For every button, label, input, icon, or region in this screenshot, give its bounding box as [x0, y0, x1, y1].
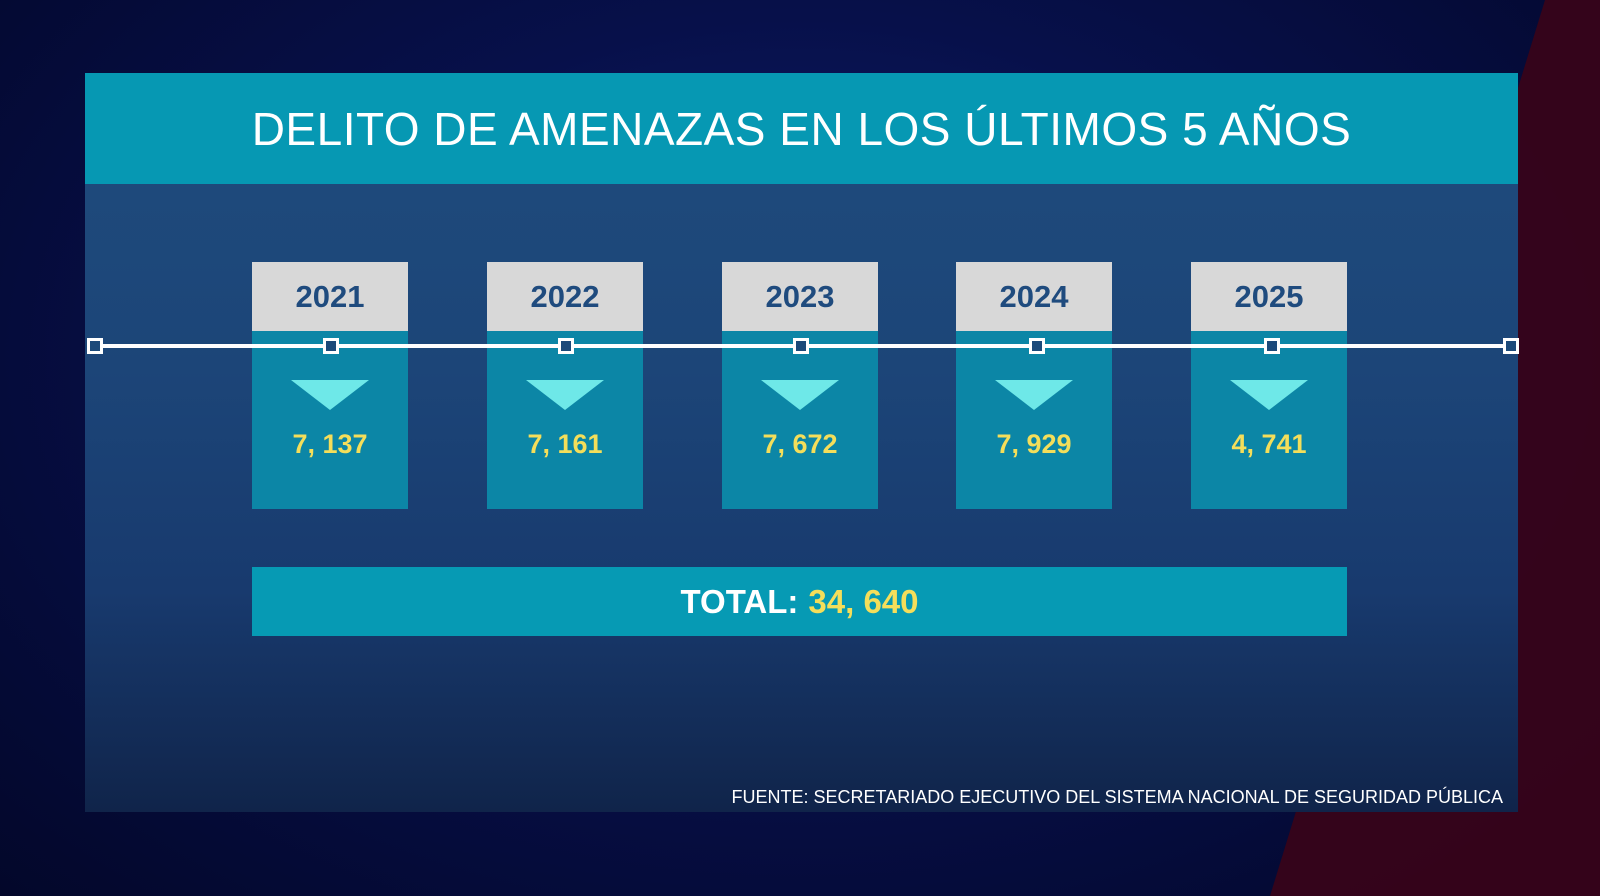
timeline-node [1503, 338, 1519, 354]
timeline-node [793, 338, 809, 354]
year-label: 2021 [252, 262, 408, 331]
total-label: TOTAL: [680, 583, 798, 621]
down-triangle-icon [1230, 380, 1308, 410]
timeline-node [558, 338, 574, 354]
down-triangle-icon [995, 380, 1073, 410]
year-card: 2021 7, 137 [252, 262, 408, 509]
value-label: 7, 161 [487, 429, 643, 460]
year-label: 2023 [722, 262, 878, 331]
value-label: 4, 741 [1191, 429, 1347, 460]
down-triangle-icon [526, 380, 604, 410]
year-label: 2022 [487, 262, 643, 331]
timeline-node [1029, 338, 1045, 354]
timeline-node [1264, 338, 1280, 354]
value-label: 7, 137 [252, 429, 408, 460]
year-label: 2025 [1191, 262, 1347, 331]
total-bar: TOTAL: 34, 640 [252, 567, 1347, 636]
year-card: 2024 7, 929 [956, 262, 1112, 509]
year-card: 2025 4, 741 [1191, 262, 1347, 509]
value-label: 7, 929 [956, 429, 1112, 460]
timeline-node [323, 338, 339, 354]
timeline-node [87, 338, 103, 354]
down-triangle-icon [761, 380, 839, 410]
year-card: 2022 7, 161 [487, 262, 643, 509]
title-bar: DELITO DE AMENAZAS EN LOS ÚLTIMOS 5 AÑOS [85, 73, 1518, 184]
chart-title: DELITO DE AMENAZAS EN LOS ÚLTIMOS 5 AÑOS [252, 102, 1352, 156]
total-value: 34, 640 [808, 583, 918, 621]
source-note: FUENTE: SECRETARIADO EJECUTIVO DEL SISTE… [732, 787, 1503, 808]
year-card: 2023 7, 672 [722, 262, 878, 509]
down-triangle-icon [291, 380, 369, 410]
year-label: 2024 [956, 262, 1112, 331]
value-label: 7, 672 [722, 429, 878, 460]
